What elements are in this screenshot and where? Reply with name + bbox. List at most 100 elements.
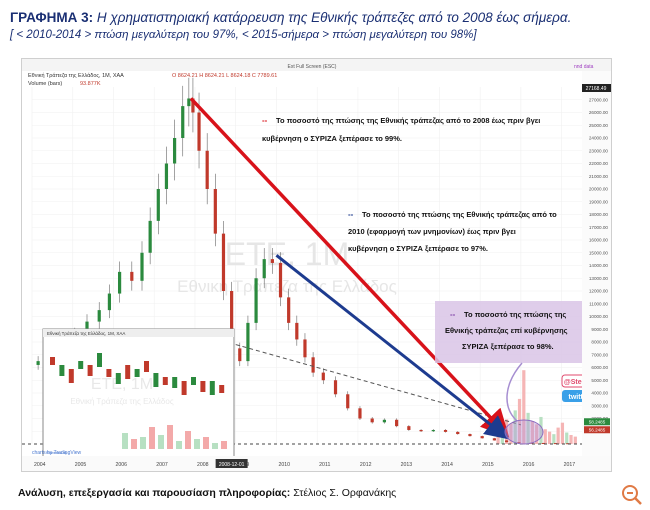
volume-bar-7 — [526, 412, 530, 444]
inset-bar-7 — [115, 373, 121, 384]
candle-body-31 — [311, 357, 315, 373]
inset-bar-9 — [134, 369, 140, 377]
volume-bar-16 — [565, 432, 569, 444]
y-tick-label-21: 22000.00 — [589, 161, 609, 166]
candle-body-47 — [505, 440, 509, 443]
price-chart: Ext Full Screen (ESC) nnd data Εθνική Τρ… — [22, 59, 611, 471]
inset-bar-16 — [200, 381, 206, 392]
inset-bar-4 — [87, 365, 93, 376]
candle-body-9 — [140, 252, 144, 281]
focus-ellipse — [504, 419, 544, 445]
candle-body-35 — [358, 408, 362, 419]
candle-body-51 — [553, 443, 558, 445]
powered-by: charts by TradingView — [32, 450, 81, 456]
volume-bar-18 — [573, 436, 577, 444]
y-tick-label-3: 4000.00 — [591, 391, 608, 396]
y-tick-label-22: 23000.00 — [589, 148, 609, 153]
annotation-2-line2: 2010 (εφαρμογή των μνημονίων) έως πριν β… — [348, 227, 516, 236]
y-tick-label-24: 25000.00 — [589, 123, 609, 128]
annotation-3-line3: ΣΥΡΙΖΑ ξεπέρασε το 98%. — [462, 342, 554, 351]
symbol-line: Εθνική Τράπεζα της Ελλάδος, 1M, XAA — [28, 72, 124, 79]
inset-volume-bar-6 — [176, 441, 182, 449]
annotation-1: -- Το ποσοστό της πτώσης της Εθνικής τρά… — [262, 116, 540, 143]
inset-bar-3 — [78, 361, 84, 369]
volume-label: Volume (bars) — [28, 81, 62, 87]
candle-body-38 — [395, 419, 399, 427]
inset-volume-bar-5 — [167, 425, 173, 449]
inset-volume-bar-11 — [221, 441, 227, 449]
figure-subtitle: [ < 2010-2014 > πτώση μεγαλύτερη του 97%… — [10, 29, 477, 41]
candle-body-43 — [456, 431, 460, 435]
candle-body-0 — [36, 361, 40, 365]
annotation-3-line1: Το ποσοστό της πτώσης της — [464, 310, 566, 319]
candle-body-24 — [254, 278, 258, 323]
candle-body-17 — [197, 112, 201, 151]
volume-bar-10 — [539, 416, 543, 444]
chart-frame: Ext Full Screen (ESC) nnd data Εθνική Τρ… — [21, 58, 612, 472]
twitter-badge-text: twitter — [569, 394, 590, 401]
candle-body-21 — [230, 291, 234, 349]
inset-title: Εθνική Τράπεζα της Ελλάδος, 1M, XAA — [47, 330, 125, 336]
y-axis: 1000.002000.003000.004000.005000.006000.… — [582, 71, 611, 456]
candle-body-46 — [492, 438, 497, 441]
x-tick-label-8: 2012 — [360, 462, 372, 468]
x-tick-label-11: 2015 — [482, 462, 494, 468]
volume-bar-13 — [552, 434, 556, 444]
y-tick-label-4: 5000.00 — [591, 378, 608, 383]
x-tick-label-1: 2005 — [75, 462, 87, 468]
candle-body-50 — [541, 442, 545, 444]
candle-body-15 — [187, 98, 191, 107]
inset-bar-5 — [97, 353, 102, 367]
inset-titlebar — [43, 329, 234, 337]
y-tick-label-2: 3000.00 — [591, 403, 608, 408]
candle-body-16 — [191, 98, 195, 113]
corner-text: nnd data — [574, 64, 594, 70]
candle-body-8 — [130, 271, 134, 281]
candle-body-4 — [85, 321, 89, 335]
inset-bar-13 — [172, 377, 178, 388]
candle-body-12 — [164, 163, 169, 189]
y-tick-label-9: 10000.00 — [589, 314, 609, 319]
y-tick-label-20: 21000.00 — [589, 174, 609, 179]
candle-body-44 — [468, 434, 472, 437]
volume-bar-8 — [530, 421, 535, 444]
annotation-1-line2: κυβέρνηση ο ΣΥΡΙΖΑ ξεπέρασε το 99%. — [262, 134, 402, 143]
candle-body-10 — [148, 220, 152, 253]
inset-volume-bar-10 — [212, 443, 218, 449]
chart-toolbar — [22, 59, 611, 71]
inset-volume-bar-4 — [158, 435, 164, 449]
candle-body-52 — [566, 443, 570, 445]
inset-volume-bar-0 — [122, 433, 128, 449]
y-highlight-label-0: 58.2485 — [589, 419, 606, 424]
candle-body-7 — [117, 271, 122, 294]
candle-body-32 — [321, 372, 325, 381]
inset-bar-14 — [181, 381, 187, 395]
volume-bar-11 — [543, 429, 547, 444]
price-tag — [582, 84, 611, 92]
x-tick-label-13: 2017 — [564, 462, 576, 468]
y-tick-label-10: 11000.00 — [589, 301, 608, 306]
inset-bars — [50, 353, 225, 395]
y-tick-label-25: 26000.00 — [589, 110, 609, 115]
candle-body-28 — [287, 297, 291, 323]
inset-volume-bar-8 — [194, 439, 200, 449]
x-tick-label-9: 2013 — [401, 462, 413, 468]
zoom-icon[interactable] — [620, 484, 644, 506]
y-tick-label-5: 6000.00 — [591, 365, 608, 370]
y-tick-label-17: 18000.00 — [589, 212, 609, 217]
x-highlight-label: 2008-12-01 — [219, 462, 245, 468]
candle-body-22 — [238, 348, 242, 362]
inset-bar-1 — [59, 365, 65, 376]
annotation-3-box — [435, 301, 607, 363]
inset-bar-18 — [219, 385, 225, 393]
y-highlight-box-1 — [584, 426, 610, 434]
y-tick-label-15: 16000.00 — [589, 238, 609, 243]
candle-body-30 — [303, 339, 307, 358]
volume-bar-14 — [556, 427, 560, 444]
volume-bar-12 — [547, 431, 552, 444]
candle-body-45 — [480, 436, 484, 439]
inset-bar-6 — [106, 369, 112, 377]
volume-bar-6 — [522, 370, 526, 444]
candle-body-33 — [333, 380, 338, 395]
annotation-2-line3: κυβέρνηση ο ΣΥΡΙΖΑ ξεπέρασε το 97%. — [348, 244, 488, 253]
